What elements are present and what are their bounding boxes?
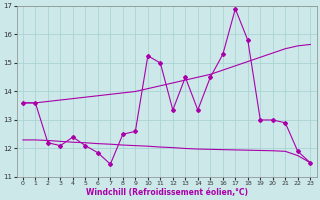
X-axis label: Windchill (Refroidissement éolien,°C): Windchill (Refroidissement éolien,°C): [85, 188, 248, 197]
